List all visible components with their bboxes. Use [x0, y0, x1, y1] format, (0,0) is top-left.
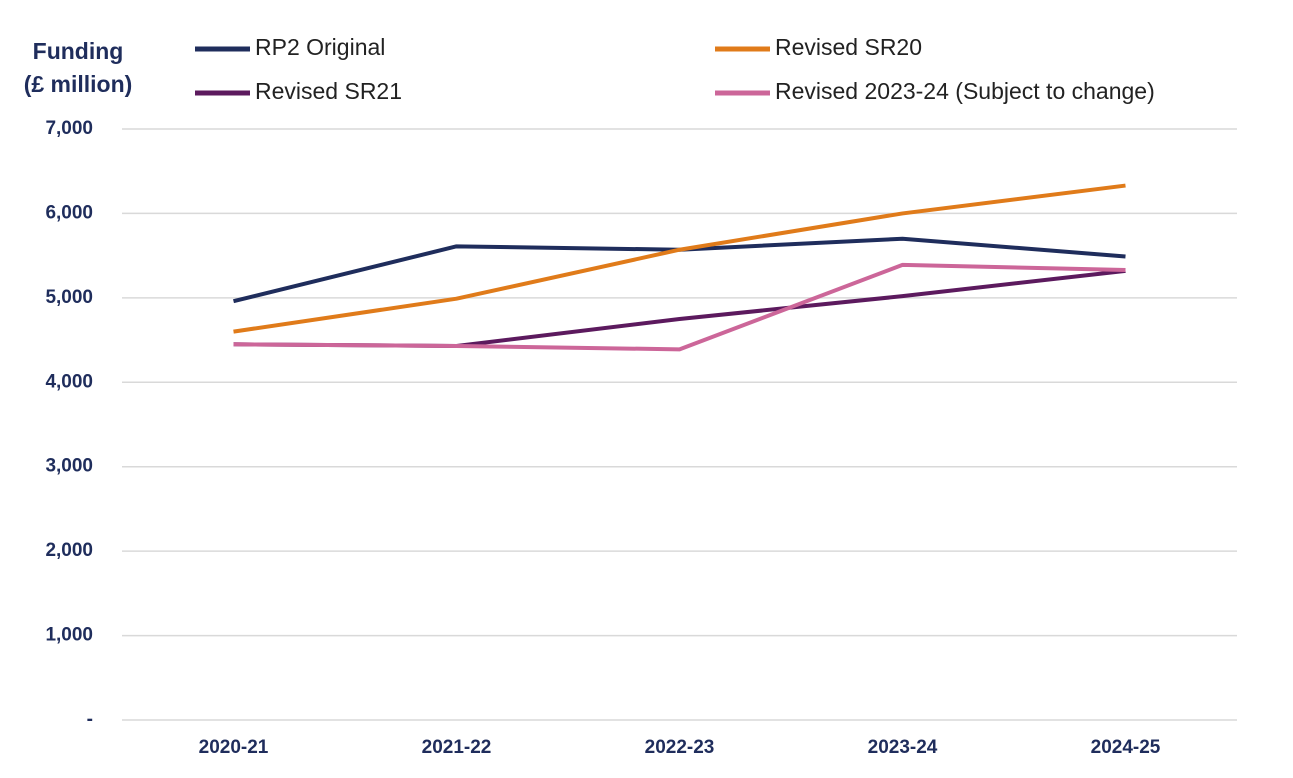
x-tick-label: 2022-23	[645, 737, 715, 758]
series-line	[233, 262, 1126, 352]
y-tick-label: 7,000	[45, 118, 93, 139]
legend-label: Revised 2023-24 (Subject to change)	[775, 78, 1155, 104]
y-tick-label: 4,000	[45, 371, 93, 392]
series-line	[233, 183, 1126, 334]
x-tick-label: 2020-21	[199, 737, 269, 758]
x-tick-label: 2024-25	[1091, 737, 1161, 758]
legend-label: Revised SR21	[255, 78, 402, 104]
series-line	[233, 268, 1126, 348]
y-axis-label: Funding	[33, 38, 124, 64]
x-tick-label: 2021-22	[422, 737, 492, 758]
y-tick-label: 6,000	[45, 202, 93, 223]
x-tick-label: 2023-24	[868, 737, 938, 758]
legend-label: Revised SR20	[775, 34, 922, 60]
y-axis-label: (£ million)	[24, 71, 133, 97]
y-tick-label: 1,000	[45, 625, 93, 646]
legend-label: RP2 Original	[255, 34, 385, 60]
y-tick-label: -	[87, 709, 93, 730]
y-tick-label: 3,000	[45, 456, 93, 477]
y-tick-label: 2,000	[45, 540, 93, 561]
y-tick-label: 5,000	[45, 287, 93, 308]
